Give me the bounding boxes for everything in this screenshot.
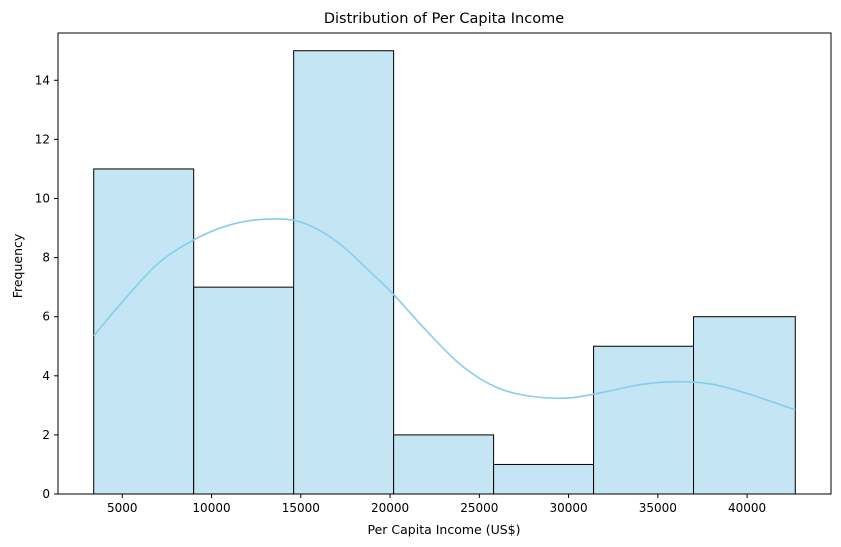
- histogram-bar-5: [493, 463, 595, 495]
- y-tick-label: 6: [42, 310, 50, 324]
- histogram-bar-7: [693, 316, 796, 495]
- x-tick-label: 5000: [107, 501, 138, 515]
- y-tick-label: 8: [42, 251, 50, 265]
- x-axis-ticks: 5000 10000 15000 20000 25000 30000 35000 40000: [107, 494, 766, 515]
- y-tick-label: 0: [42, 487, 50, 501]
- x-tick-label: 20000: [371, 501, 409, 515]
- y-tick-label: 12: [35, 132, 50, 146]
- histogram-bar-4: [393, 434, 495, 495]
- x-tick-label: 30000: [549, 501, 587, 515]
- histogram-bar-6: [593, 345, 695, 495]
- y-axis-label: Frequency: [10, 233, 25, 298]
- y-tick-label: 4: [42, 369, 50, 383]
- kde-curve: [93, 218, 796, 411]
- x-axis-label: Per Capita Income (US$): [368, 522, 521, 537]
- x-tick-label: 10000: [192, 501, 230, 515]
- y-tick-label: 10: [35, 191, 50, 205]
- y-axis-ticks: 0 2 4 6 8 10 12 14: [35, 73, 58, 501]
- histogram-bar-2: [193, 286, 295, 495]
- x-tick-label: 15000: [282, 501, 320, 515]
- bars-group: [93, 50, 796, 495]
- y-tick-label: 2: [42, 428, 50, 442]
- x-tick-label: 35000: [639, 501, 677, 515]
- x-tick-label: 25000: [460, 501, 498, 515]
- plot-frame: [57, 32, 832, 495]
- histogram-bar-1: [93, 168, 195, 495]
- chart-title: Distribution of Per Capita Income: [324, 11, 564, 27]
- x-tick-label: 40000: [728, 501, 766, 515]
- histogram-bar-3: [293, 50, 395, 495]
- y-tick-label: 14: [35, 73, 50, 87]
